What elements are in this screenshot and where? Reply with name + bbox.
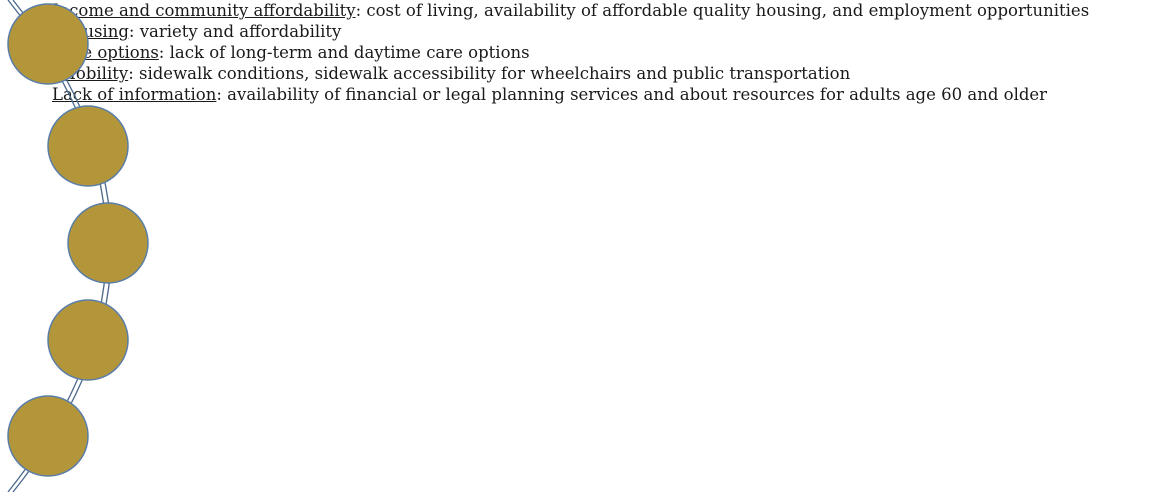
item-description: : availability of financial or legal pla… [216,85,1048,104]
item-text: Lack of information: availability of fin… [52,84,1159,105]
bullet-circle [7,395,89,477]
item-description: : cost of living, availability of afford… [355,1,1090,20]
item-term: Lack of information [52,85,217,104]
bullet-circle [67,202,149,284]
bullet-circle [47,299,129,381]
list-item: Mobility: sidewalk conditions, sidewalk … [0,63,1159,84]
list-item: Lack of information: availability of fin… [0,84,1159,105]
bullet-circle [47,105,129,187]
bullet-circle [7,3,89,85]
item-description: : lack of long-term and daytime care opt… [158,43,530,62]
item-description: : variety and affordability [128,22,342,41]
item-text: Mobility: sidewalk conditions, sidewalk … [59,63,1159,84]
list-item: Income and community affordability: cost… [0,0,1159,21]
item-text: Income and community affordability: cost… [52,0,1159,21]
item-description: : sidewalk conditions, sidewalk accessib… [128,64,851,83]
item-term: Income and community affordability [52,1,356,20]
